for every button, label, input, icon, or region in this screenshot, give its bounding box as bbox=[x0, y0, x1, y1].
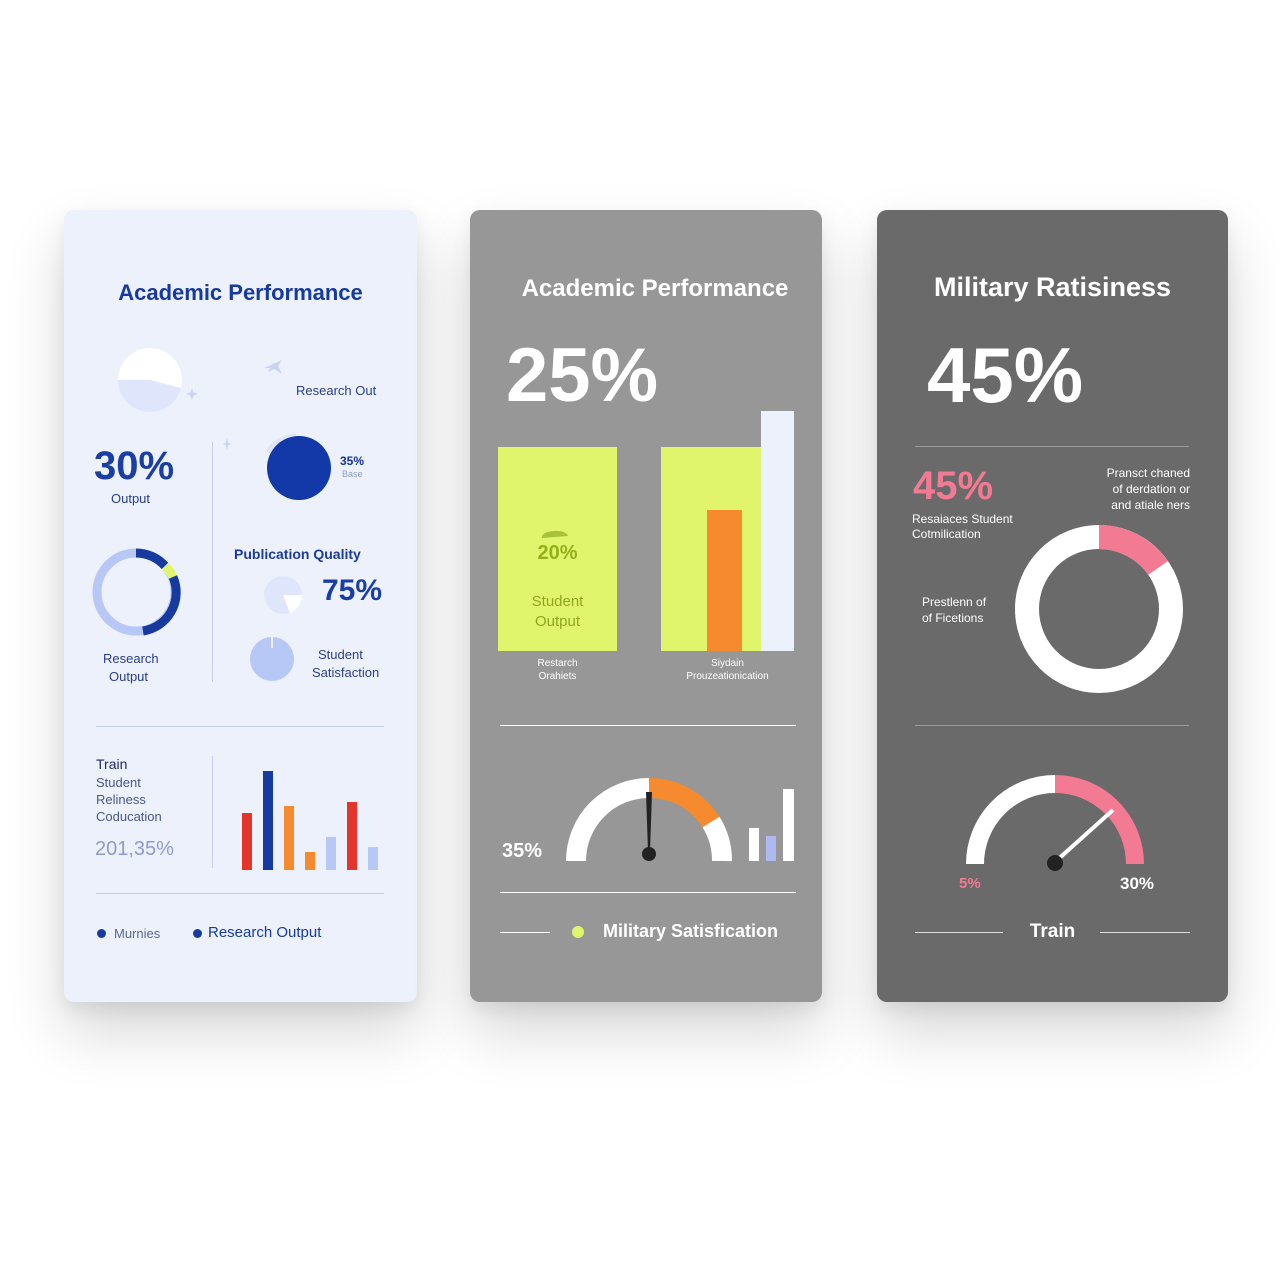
train-line-3: Reliness bbox=[96, 792, 146, 807]
publication-pie bbox=[264, 576, 303, 614]
research-output-label-2: Output bbox=[109, 669, 149, 684]
research-out-label: Research Out bbox=[296, 383, 377, 398]
mini-bar bbox=[783, 789, 794, 861]
white-bar bbox=[761, 411, 794, 651]
chart-caption-2b: Prouzeationication bbox=[686, 671, 769, 682]
pie-chart-icon bbox=[118, 348, 183, 412]
train-label: Train bbox=[1029, 921, 1076, 942]
output-label: Output bbox=[111, 491, 151, 506]
bar bbox=[305, 852, 315, 870]
legend-line bbox=[1100, 932, 1190, 933]
bar bbox=[347, 802, 357, 870]
percent-caption-small: Base bbox=[342, 469, 363, 479]
student-satisfaction-label-2: Satisfaction bbox=[312, 665, 380, 680]
legend-label: Research Output bbox=[208, 924, 322, 941]
legend-dot bbox=[97, 929, 106, 938]
train-label: Train bbox=[96, 756, 128, 772]
student-output-icon bbox=[541, 530, 568, 538]
orange-bar bbox=[707, 510, 742, 651]
bar bbox=[368, 847, 378, 870]
research-output-label-1: Research bbox=[103, 651, 159, 666]
gauge-max-label: 30% bbox=[1120, 874, 1155, 893]
train-gauge bbox=[966, 775, 1144, 871]
output-percent: 30% bbox=[94, 444, 175, 488]
chart-caption-1: Restarch bbox=[537, 658, 578, 669]
train-line-4: Coducation bbox=[96, 809, 162, 824]
sparkle-icon bbox=[222, 438, 232, 450]
divider-vertical bbox=[212, 442, 213, 682]
note-line-2: of derdation or bbox=[1112, 482, 1190, 496]
big-percent: 25% bbox=[506, 333, 659, 418]
note-line-1: Pransct chaned bbox=[1106, 466, 1190, 480]
legend-label: Murnies bbox=[114, 926, 161, 941]
student-output-box bbox=[498, 447, 617, 651]
military-card-dark: Military Ratisiness 45% 45% Resaiaces St… bbox=[877, 210, 1228, 1002]
chart-caption-1b: Orahiets bbox=[538, 671, 577, 682]
research-bar-chart bbox=[242, 766, 392, 870]
sub-label-2: Cotmilication bbox=[912, 527, 981, 541]
card-title: Military Ratisiness bbox=[933, 272, 1172, 302]
note-line-3: and atiale ners bbox=[1111, 498, 1190, 512]
divider bbox=[96, 893, 384, 894]
divider bbox=[500, 892, 796, 893]
sub-label-1: Resaiaces Student bbox=[912, 512, 1013, 526]
student-satisfaction-label-1: Student bbox=[318, 647, 363, 662]
legend-dot bbox=[193, 929, 202, 938]
sparkle-icon bbox=[186, 388, 198, 400]
airplane-icon bbox=[264, 360, 282, 374]
publication-quality-label: Publication Quality bbox=[234, 546, 361, 562]
ring-label-2: of Ficetions bbox=[922, 611, 984, 625]
research-pie-chart bbox=[265, 433, 331, 500]
percent-value-small: 35% bbox=[340, 454, 365, 468]
academic-performance-card-light: Academic Performance Research Out 35% Ba… bbox=[64, 210, 417, 1002]
sub-percent: 45% bbox=[913, 464, 994, 508]
mini-bar bbox=[766, 836, 776, 861]
train-line-2: Student bbox=[96, 775, 141, 790]
card-title: Academic Performance bbox=[118, 280, 363, 305]
divider-vertical-2 bbox=[212, 756, 213, 868]
card-title: Academic Performance bbox=[521, 275, 789, 302]
research-output-donut bbox=[92, 548, 181, 636]
divider bbox=[915, 446, 1189, 447]
student-output-label-1: Student bbox=[531, 593, 584, 610]
divider bbox=[96, 726, 384, 727]
divider bbox=[500, 725, 796, 726]
satisfaction-pie bbox=[250, 637, 294, 681]
bar bbox=[284, 806, 294, 870]
student-output-label-2: Output bbox=[534, 613, 581, 630]
ring-label-1: Prestlenn of bbox=[922, 595, 987, 609]
divider bbox=[915, 725, 1189, 726]
bar bbox=[326, 837, 336, 870]
legend-line bbox=[500, 932, 550, 933]
gauge-value: 35% bbox=[502, 840, 543, 862]
mini-bar bbox=[749, 828, 759, 861]
legend-line bbox=[915, 932, 1003, 933]
gauge-min-label: 5% bbox=[959, 875, 981, 892]
student-output-value: 20% bbox=[537, 542, 578, 564]
satisfaction-gauge bbox=[566, 777, 733, 862]
chart-caption-2: Siydain bbox=[711, 658, 744, 669]
academic-performance-card-grey: Academic Performance 25% 20% Student Out… bbox=[470, 210, 822, 1002]
train-value: 201,35% bbox=[95, 838, 174, 860]
big-percent: 45% bbox=[927, 331, 1084, 419]
progress-ring bbox=[1015, 525, 1183, 693]
publication-quality-value: 75% bbox=[322, 574, 383, 607]
military-satisfaction-label: Military Satisfication bbox=[603, 921, 779, 941]
bar bbox=[263, 771, 273, 870]
legend-dot bbox=[572, 926, 584, 938]
bar bbox=[242, 813, 252, 870]
